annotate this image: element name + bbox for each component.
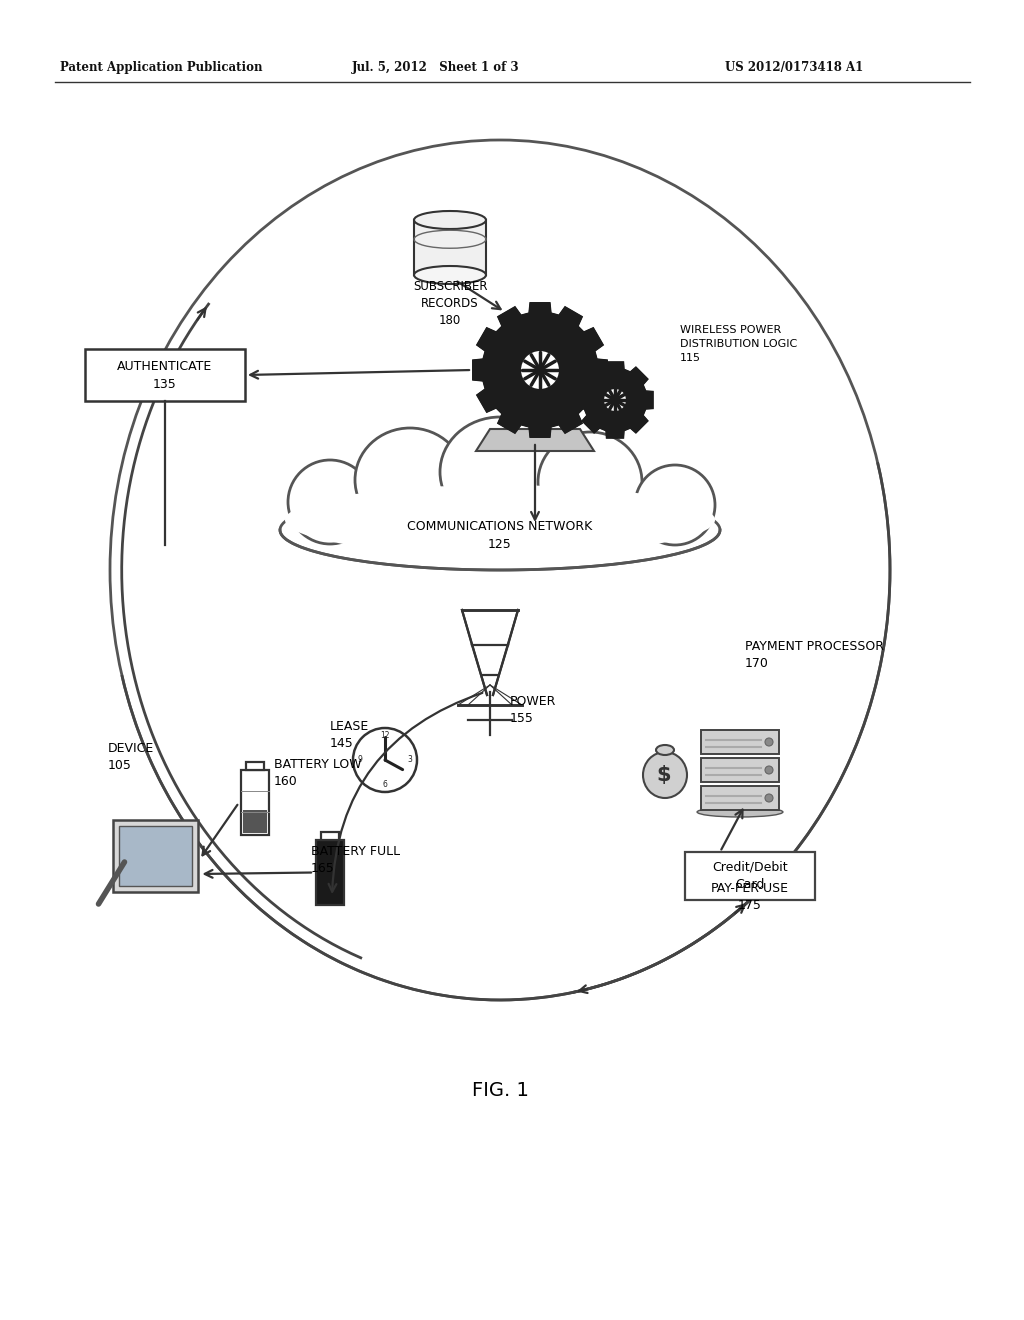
Bar: [701, 730, 779, 754]
Ellipse shape: [656, 744, 674, 755]
Text: BATTERY LOW
160: BATTERY LOW 160: [274, 758, 361, 788]
Circle shape: [765, 738, 773, 746]
Bar: [701, 758, 779, 781]
Bar: [113, 820, 198, 892]
Ellipse shape: [635, 465, 715, 545]
Text: POWER
155: POWER 155: [510, 696, 556, 725]
Text: AUTHENTICATE
135: AUTHENTICATE 135: [118, 359, 213, 391]
Bar: [241, 770, 269, 836]
Circle shape: [765, 766, 773, 774]
Text: DEVICE
105: DEVICE 105: [108, 742, 154, 772]
Bar: [414, 220, 486, 275]
Polygon shape: [577, 362, 653, 438]
Bar: [85, 348, 245, 401]
Ellipse shape: [538, 432, 642, 532]
Polygon shape: [473, 302, 607, 437]
Circle shape: [520, 350, 560, 389]
Circle shape: [536, 366, 545, 375]
Circle shape: [353, 729, 417, 792]
Text: $: $: [656, 766, 672, 785]
Text: FIG. 1: FIG. 1: [472, 1081, 528, 1100]
Text: BATTERY FULL
165: BATTERY FULL 165: [311, 845, 400, 875]
Ellipse shape: [414, 211, 486, 228]
Ellipse shape: [280, 490, 720, 570]
Text: 3: 3: [408, 755, 413, 764]
Ellipse shape: [355, 428, 465, 532]
Text: Credit/Debit
Card: Credit/Debit Card: [712, 861, 787, 891]
Circle shape: [765, 795, 773, 803]
Polygon shape: [476, 429, 594, 451]
Text: SUBSCRIBER
RECORDS
180: SUBSCRIBER RECORDS 180: [413, 280, 487, 327]
Ellipse shape: [285, 484, 715, 554]
Text: LEASE
145: LEASE 145: [330, 719, 370, 750]
Bar: [316, 840, 344, 906]
Text: PAYMENT PROCESSOR
170: PAYMENT PROCESSOR 170: [745, 640, 884, 671]
Bar: [701, 785, 779, 810]
Text: Patent Application Publication: Patent Application Publication: [60, 62, 262, 74]
Text: COMMUNICATIONS NETWORK
125: COMMUNICATIONS NETWORK 125: [408, 520, 593, 550]
Text: PAY-PER-USE
175: PAY-PER-USE 175: [711, 882, 790, 912]
Bar: [246, 762, 264, 770]
Bar: [685, 851, 815, 900]
Text: 9: 9: [357, 755, 362, 764]
Text: 6: 6: [383, 780, 387, 789]
Text: WIRELESS POWER
DISTRIBUTION LOGIC
115: WIRELESS POWER DISTRIBUTION LOGIC 115: [680, 325, 798, 363]
Ellipse shape: [643, 752, 687, 799]
Text: Jul. 5, 2012   Sheet 1 of 3: Jul. 5, 2012 Sheet 1 of 3: [352, 62, 519, 74]
Text: US 2012/0173418 A1: US 2012/0173418 A1: [725, 62, 863, 74]
Ellipse shape: [440, 417, 560, 527]
Ellipse shape: [697, 807, 783, 817]
Circle shape: [603, 388, 627, 412]
Ellipse shape: [414, 267, 486, 284]
Text: 12: 12: [380, 730, 390, 739]
Ellipse shape: [288, 459, 372, 544]
Bar: [119, 826, 191, 886]
Circle shape: [612, 397, 617, 403]
Bar: [321, 832, 339, 840]
Bar: [243, 810, 267, 833]
